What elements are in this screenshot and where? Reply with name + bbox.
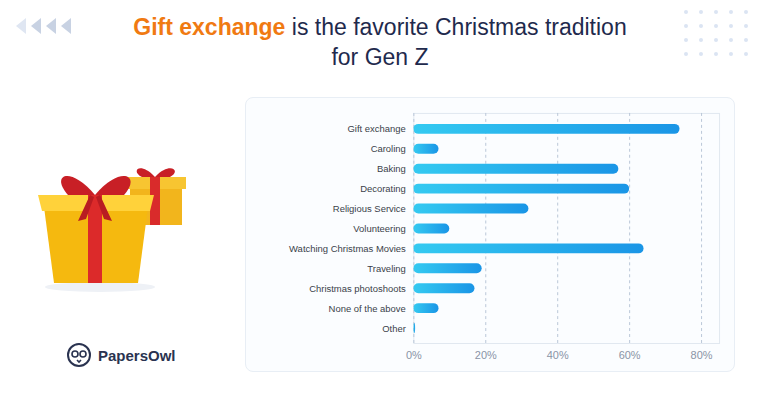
- svg-text:60%: 60%: [619, 349, 641, 361]
- svg-text:Caroling: Caroling: [371, 143, 406, 154]
- svg-text:40%: 40%: [547, 349, 569, 361]
- svg-text:Decorating: Decorating: [360, 183, 406, 194]
- svg-text:Baking: Baking: [377, 163, 406, 174]
- svg-text:20%: 20%: [475, 349, 497, 361]
- svg-text:Other: Other: [382, 323, 406, 334]
- svg-text:Traveling: Traveling: [367, 263, 406, 274]
- svg-text:None of the above: None of the above: [329, 303, 406, 314]
- svg-text:Gift exchange: Gift exchange: [348, 123, 406, 134]
- html-text:Gift exchange is the favorite: Gift exchange is the favorite Christmas …: [133, 14, 627, 40]
- svg-text:0%: 0%: [406, 349, 422, 361]
- svg-text:Religious Service: Religious Service: [333, 203, 406, 214]
- html-text:for Gen Z: for Gen Z: [331, 44, 429, 70]
- html-text:PapersOwl: PapersOwl: [98, 346, 176, 364]
- svg-text:Watching Christmas Movies: Watching Christmas Movies: [289, 243, 406, 254]
- svg-text:Christmas photoshoots: Christmas photoshoots: [309, 283, 406, 294]
- svg-text:80%: 80%: [691, 349, 713, 361]
- svg-text:Volunteering: Volunteering: [353, 223, 406, 234]
